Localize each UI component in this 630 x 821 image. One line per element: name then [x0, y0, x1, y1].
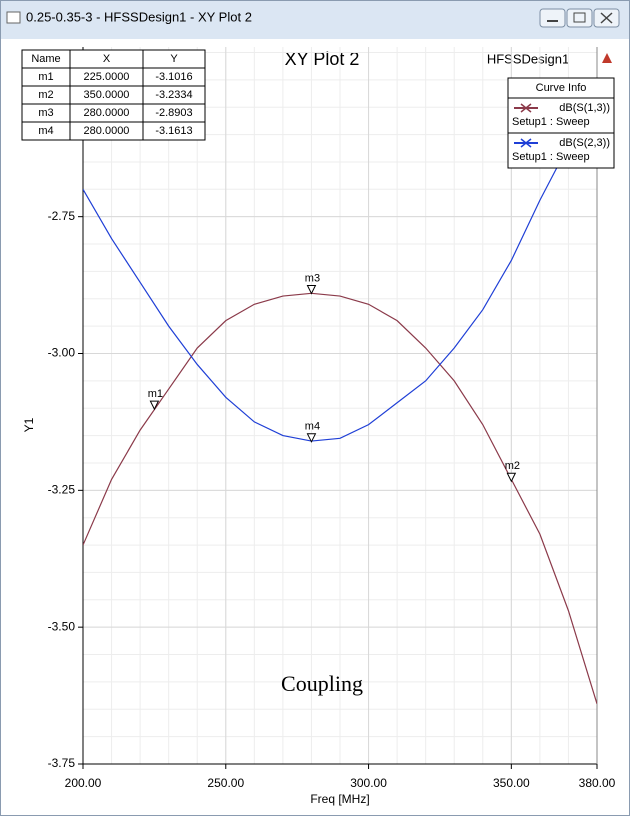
table-cell: -3.2334 — [155, 89, 192, 101]
marker-label: m4 — [305, 421, 320, 433]
marker — [306, 433, 317, 443]
legend-swatch — [520, 138, 532, 148]
maximize-button[interactable] — [566, 8, 593, 28]
maximize-glyph — [573, 12, 586, 23]
series-line — [83, 79, 597, 442]
table-cell: -3.1016 — [155, 71, 192, 83]
legend-title: Curve Info — [536, 82, 587, 94]
y-tick-label: -3.75 — [48, 756, 76, 770]
marker-label: m1 — [148, 388, 163, 400]
table-header: X — [103, 53, 111, 65]
legend — [507, 77, 615, 169]
y-tick-label: -3.00 — [48, 346, 76, 360]
x-tick-label: 200.00 — [65, 776, 102, 790]
y-tick-label: -3.50 — [48, 619, 76, 633]
marker — [506, 472, 517, 483]
window-icon — [6, 11, 21, 24]
table-cell: m4 — [38, 125, 53, 137]
y-tick-label: -3.25 — [48, 483, 76, 497]
x-tick-label: 350.00 — [493, 776, 530, 790]
legend-entry: dB(S(2,3)) — [559, 137, 610, 149]
y-tick-label: -2.75 — [48, 209, 76, 223]
hfss-logo — [602, 53, 612, 63]
table-cell: 280.0000 — [84, 107, 130, 119]
y-axis-label: Y1 — [22, 417, 36, 432]
marker-table — [21, 49, 206, 141]
window-title: 0.25-0.35-3 - HFSSDesign1 - XY Plot 2 — [26, 9, 252, 24]
minimize-button[interactable] — [539, 8, 566, 28]
table-cell: -3.1613 — [155, 125, 192, 137]
marker-label: m2 — [505, 460, 520, 472]
x-axis-label: Freq [MHz] — [310, 792, 369, 806]
marker — [149, 400, 160, 411]
legend-entry: dB(S(1,3)) — [559, 102, 610, 114]
title-bar — [1, 1, 629, 39]
table-cell: 225.0000 — [84, 71, 130, 83]
design-name: HFSSDesign1 — [487, 51, 569, 66]
x-tick-label: 250.00 — [207, 776, 244, 790]
annotation: Coupling — [281, 671, 363, 696]
x-tick-label: 300.00 — [350, 776, 387, 790]
legend-solution: Setup1 : Sweep — [512, 151, 590, 163]
table-cell: 350.0000 — [84, 89, 130, 101]
table-cell: m1 — [38, 71, 53, 83]
close-glyph — [600, 12, 613, 24]
table-header: Name — [31, 53, 60, 65]
table-cell: m3 — [38, 107, 53, 119]
legend-swatch — [520, 103, 532, 113]
chart-title: XY Plot 2 — [285, 49, 360, 69]
marker-label: m3 — [305, 272, 320, 284]
table-header: Y — [170, 53, 178, 65]
table-cell: -2.8903 — [155, 107, 192, 119]
marker — [306, 284, 317, 295]
x-tick-label: 380.00 — [579, 776, 616, 790]
legend-solution: Setup1 : Sweep — [512, 116, 590, 128]
table-cell: m2 — [38, 89, 53, 101]
table-cell: 280.0000 — [84, 125, 130, 137]
